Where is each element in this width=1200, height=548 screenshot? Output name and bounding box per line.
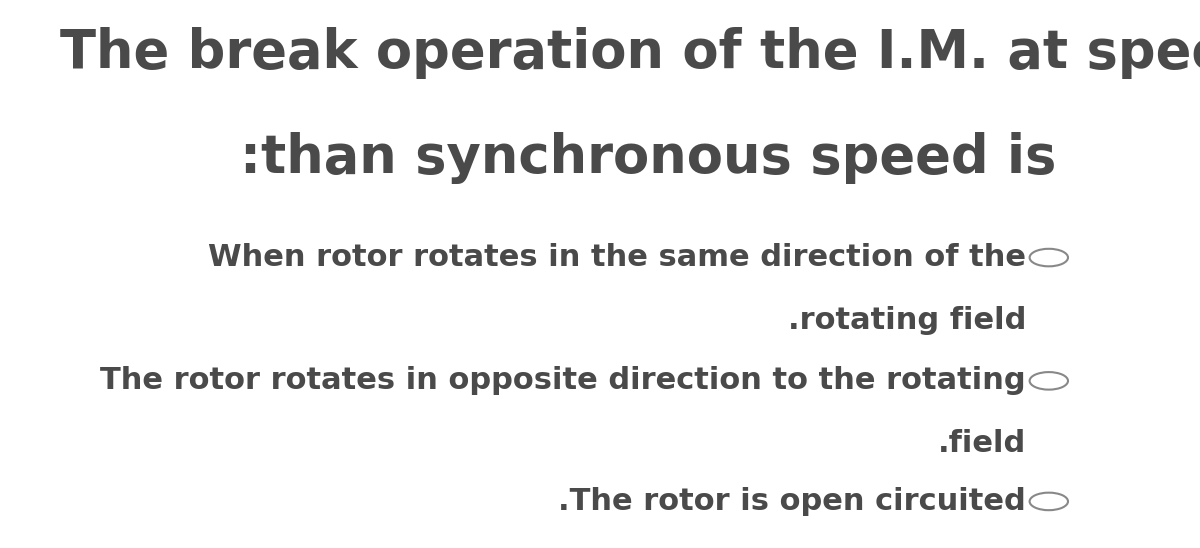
Text: When rotor rotates in the same direction of the: When rotor rotates in the same direction… <box>208 243 1026 272</box>
Text: The rotor rotates in opposite direction to the rotating: The rotor rotates in opposite direction … <box>101 367 1026 395</box>
Text: .rotating field: .rotating field <box>787 306 1026 335</box>
Text: .The rotor is open circuited: .The rotor is open circuited <box>558 487 1026 516</box>
Text: The break operation of the I.M. at speed less: The break operation of the I.M. at speed… <box>60 27 1200 79</box>
Text: :than synchronous speed is: :than synchronous speed is <box>240 132 1056 184</box>
Text: .field: .field <box>937 430 1026 458</box>
